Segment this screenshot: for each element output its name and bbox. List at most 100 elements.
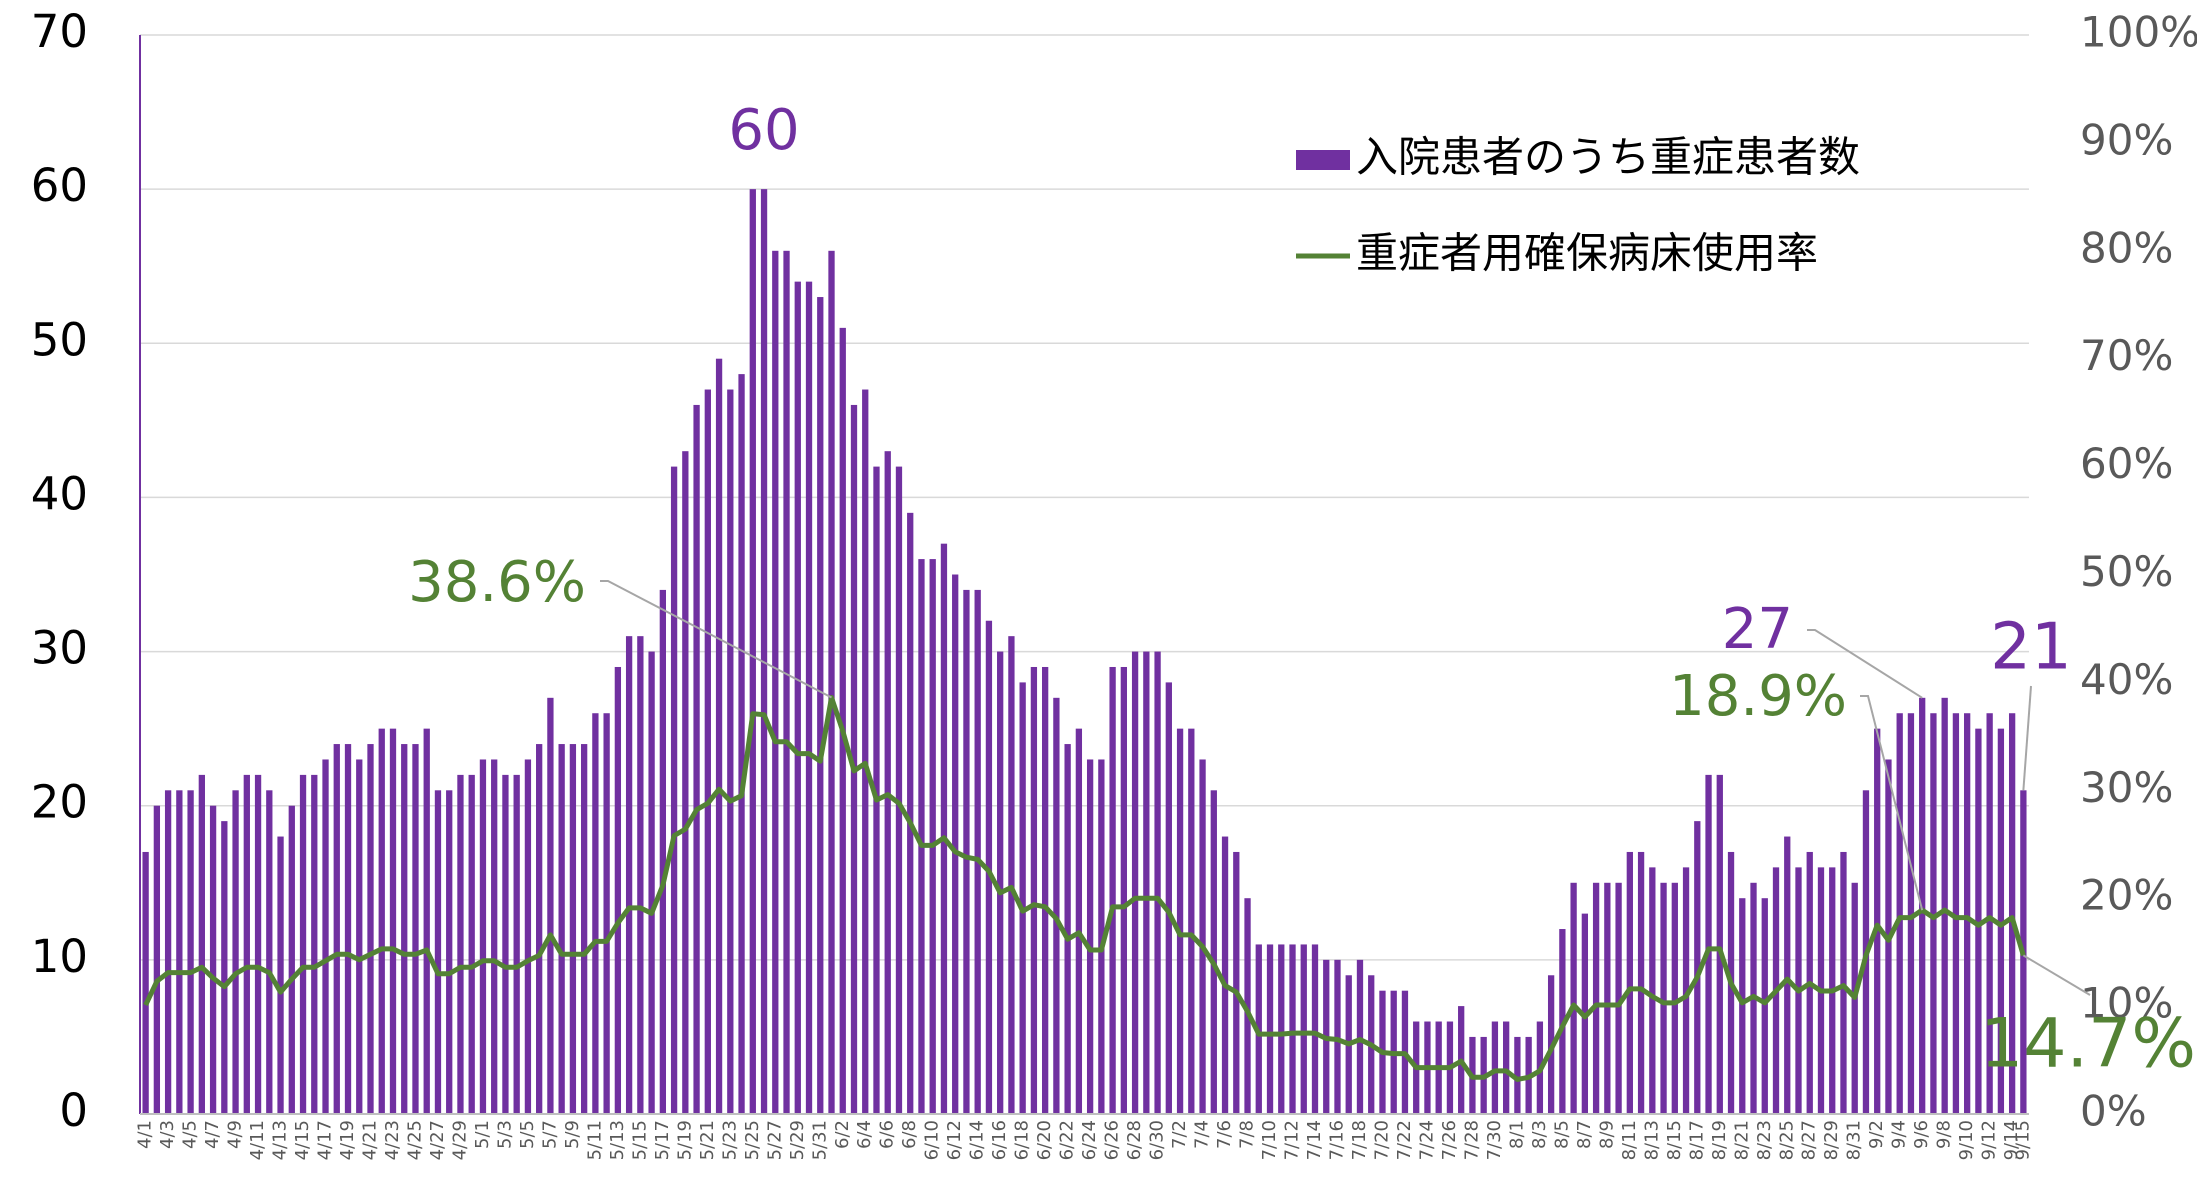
bar xyxy=(1278,944,1285,1114)
bar xyxy=(209,805,217,1114)
bar xyxy=(1154,651,1161,1114)
legend-swatch xyxy=(1296,150,1350,170)
bar xyxy=(1930,713,1937,1114)
bar xyxy=(839,327,846,1114)
x-tick-label: 4/19 xyxy=(337,1120,358,1160)
x-tick-label: 5/17 xyxy=(652,1120,673,1160)
bar xyxy=(1514,1036,1521,1114)
bar xyxy=(704,389,711,1114)
bar xyxy=(1165,682,1172,1114)
y2-tick-label: 80% xyxy=(2080,223,2173,272)
bar xyxy=(164,790,172,1114)
x-tick-label: 4/11 xyxy=(247,1120,268,1160)
bar xyxy=(491,759,498,1114)
bar xyxy=(648,651,655,1114)
bar xyxy=(805,281,813,1115)
bar xyxy=(918,559,925,1114)
annotation: 18.9% xyxy=(1669,664,1847,729)
x-tick-label: 9/6 xyxy=(1911,1120,1932,1149)
bar xyxy=(513,774,520,1114)
x-tick-label: 5/11 xyxy=(584,1120,605,1160)
x-tick-label: 8/3 xyxy=(1529,1120,1550,1149)
y2-tick-label: 30% xyxy=(2080,763,2173,812)
x-tick-label: 8/25 xyxy=(1776,1120,1797,1160)
legend-label: 入院患者のうち重症患者数 xyxy=(1356,133,1860,182)
bar xyxy=(749,189,756,1115)
bar xyxy=(580,744,588,1114)
y-tick-label: 70 xyxy=(31,5,88,58)
x-tick-label: 6/30 xyxy=(1147,1120,1168,1160)
bar xyxy=(963,589,970,1114)
bar xyxy=(1176,728,1184,1114)
x-tick-label: 9/12 xyxy=(1979,1120,2000,1160)
bar xyxy=(1637,851,1645,1114)
y2-tick-label: 60% xyxy=(2080,439,2173,488)
bar xyxy=(412,744,419,1114)
x-tick-label: 5/19 xyxy=(674,1120,695,1160)
x-tick-label: 6/8 xyxy=(899,1120,920,1149)
x-tick-label: 7/6 xyxy=(1214,1120,1235,1149)
bar xyxy=(659,589,666,1114)
bar xyxy=(547,697,554,1114)
x-tick-label: 5/1 xyxy=(472,1120,493,1149)
x-tick-label: 9/14 xyxy=(2001,1120,2022,1160)
x-tick-label: 8/31 xyxy=(1844,1120,1865,1160)
line-series xyxy=(143,695,2026,1082)
x-tick-label: 6/24 xyxy=(1079,1120,1100,1160)
bar xyxy=(1694,821,1701,1114)
x-tick-label: 6/10 xyxy=(922,1120,943,1160)
bar xyxy=(772,250,779,1115)
bar xyxy=(1289,944,1296,1114)
x-tick-label: 8/27 xyxy=(1799,1120,1820,1160)
x-tick-label: 6/14 xyxy=(967,1120,988,1160)
bar xyxy=(479,759,487,1114)
x-tick-label: 7/22 xyxy=(1394,1120,1415,1160)
x-tick-label: 6/2 xyxy=(832,1120,853,1149)
x-tick-label: 6/6 xyxy=(877,1120,898,1149)
bar xyxy=(783,250,790,1115)
y-tick-label: 10 xyxy=(31,930,88,983)
bar xyxy=(536,744,543,1114)
bar xyxy=(1626,851,1633,1114)
x-tick-label: 6/22 xyxy=(1057,1120,1078,1160)
bar xyxy=(344,744,352,1114)
bar xyxy=(1682,867,1690,1114)
bar xyxy=(1266,944,1274,1114)
bar xyxy=(1503,1021,1510,1114)
bar xyxy=(142,851,149,1114)
x-tick-label: 6/4 xyxy=(854,1120,875,1149)
x-tick-label: 7/14 xyxy=(1304,1120,1325,1160)
bar xyxy=(873,466,880,1115)
bar xyxy=(1941,697,1948,1114)
bar xyxy=(277,836,284,1114)
bar xyxy=(356,759,363,1114)
y2-tick-label: 70% xyxy=(2080,331,2173,380)
x-tick-label: 7/10 xyxy=(1259,1120,1280,1160)
x-tick-label: 7/28 xyxy=(1461,1120,1482,1160)
x-tick-label: 6/20 xyxy=(1034,1120,1055,1160)
bar xyxy=(1615,882,1622,1114)
x-tick-label: 6/18 xyxy=(1012,1120,1033,1160)
bar xyxy=(952,574,959,1114)
bar xyxy=(1592,882,1600,1114)
bar xyxy=(1188,728,1195,1114)
bar xyxy=(446,790,453,1114)
annotation: 38.6% xyxy=(408,550,586,615)
bar xyxy=(1761,898,1768,1114)
bar xyxy=(389,728,397,1114)
bar xyxy=(1221,836,1229,1114)
bar xyxy=(1919,697,1926,1114)
x-tick-label: 8/21 xyxy=(1731,1120,1752,1160)
annotation: 27 xyxy=(1722,597,1793,662)
bar xyxy=(670,466,678,1115)
x-tick-label: 4/21 xyxy=(360,1120,381,1160)
bar xyxy=(502,774,509,1114)
legend-label: 重症者用確保病床使用率 xyxy=(1356,229,1818,278)
annotation-leader xyxy=(2022,954,2091,996)
x-tick-label: 8/15 xyxy=(1664,1120,1685,1160)
y-tick-label: 50 xyxy=(31,313,88,366)
bar xyxy=(1109,666,1116,1114)
bar xyxy=(1008,636,1015,1114)
bar xyxy=(187,790,194,1114)
